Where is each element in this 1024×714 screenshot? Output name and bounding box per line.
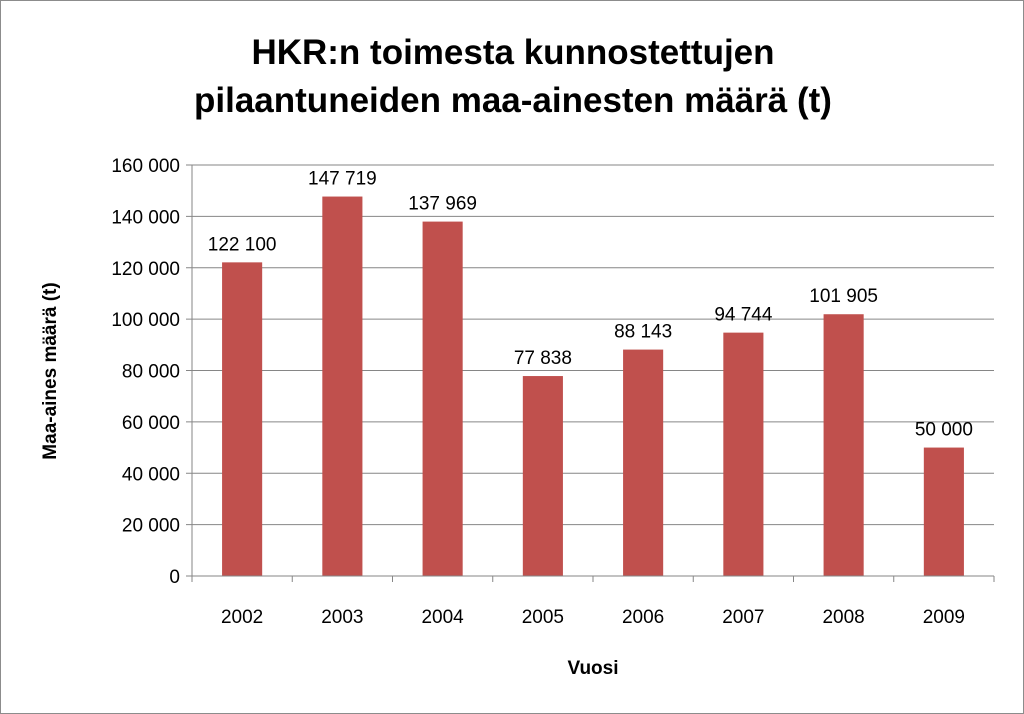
y-axis-title: Maa-aines määrä (t) [40, 282, 61, 459]
chart-title: HKR:n toimesta kunnostettujen pilaantune… [101, 29, 925, 125]
chart-title-line-1: HKR:n toimesta kunnostettujen [251, 33, 775, 72]
bars [222, 196, 964, 576]
y-tick-label: 120 000 [111, 259, 180, 280]
data-label: 88 143 [614, 322, 672, 343]
y-axis: 0 20 000 40 000 60 000 80 000 100 000 120 000 1… [111, 156, 193, 588]
data-label: 77 838 [514, 348, 572, 369]
y-tick-label: 20 000 [122, 516, 180, 537]
data-labels: 122 100 147 719 137 969 77 838 88 143 94 744 1… [208, 169, 973, 441]
x-tick-label: 2002 [221, 607, 263, 628]
x-tick-label: 2004 [421, 607, 464, 628]
x-axis-title: Vuosi [567, 658, 618, 679]
y-tick-label: 140 000 [111, 207, 180, 228]
data-label: 94 744 [714, 305, 773, 326]
x-tick-label: 2008 [822, 607, 864, 628]
y-tick-label: 160 000 [111, 156, 180, 177]
data-label: 101 905 [809, 286, 878, 307]
chart-title-line-2: pilaantuneiden maa-ainesten määrä (t) [194, 81, 832, 120]
y-tick-label: 60 000 [122, 413, 180, 434]
bar [923, 447, 964, 576]
y-tick-label: 40 000 [122, 464, 180, 485]
data-label: 50 000 [915, 420, 973, 441]
x-tick-label: 2006 [622, 607, 664, 628]
data-label: 137 969 [408, 194, 477, 215]
x-tick-label: 2005 [522, 607, 564, 628]
bar [222, 262, 263, 576]
bar [522, 376, 563, 576]
bar [322, 196, 363, 576]
y-tick-label: 0 [169, 567, 180, 588]
x-tick-label: 2007 [722, 607, 764, 628]
x-tick-label: 2009 [923, 607, 965, 628]
bar [623, 349, 664, 576]
x-tick-label: 2003 [321, 607, 363, 628]
x-axis: 2002 2003 2004 2005 2006 2007 2008 2009 [191, 575, 995, 628]
y-tick-label: 100 000 [111, 310, 180, 331]
data-label: 147 719 [308, 169, 377, 190]
bar [422, 221, 463, 576]
bar [723, 332, 764, 576]
y-tick-label: 80 000 [122, 362, 180, 383]
data-label: 122 100 [208, 234, 277, 255]
gridlines [192, 164, 994, 526]
bar [823, 314, 864, 576]
